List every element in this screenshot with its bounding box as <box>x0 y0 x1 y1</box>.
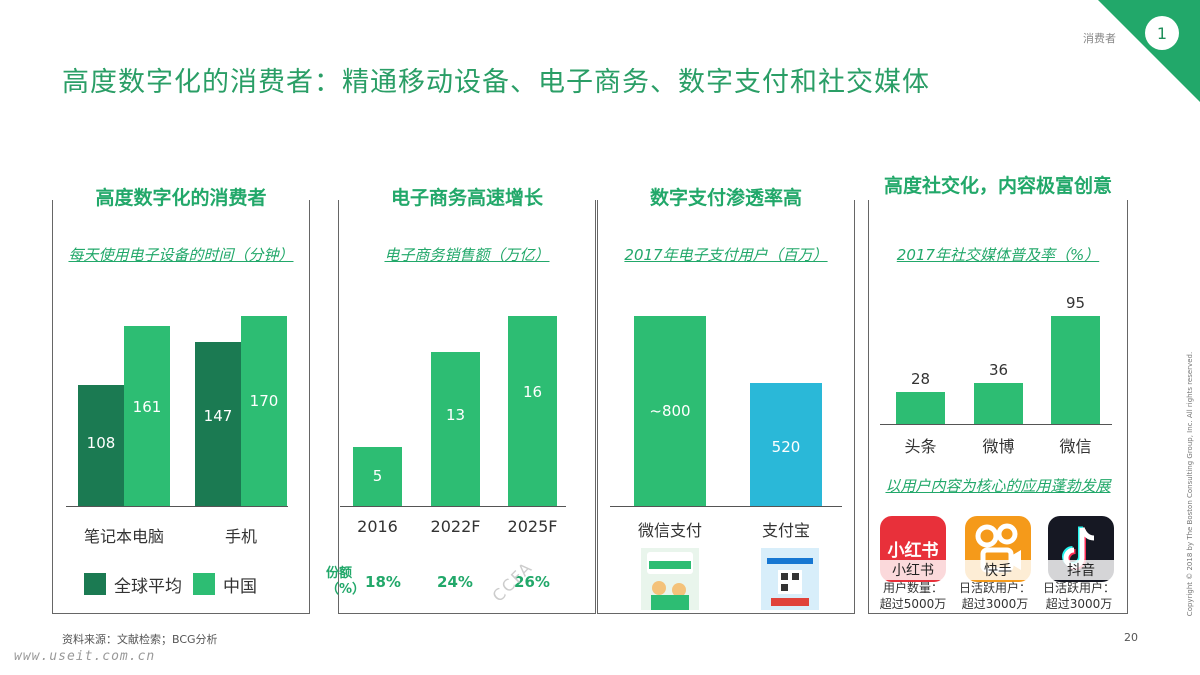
x-label-微信: 微信 <box>1059 437 1092 456</box>
douyin-meta: 日活跃用户： 超过3000万 <box>1038 580 1120 612</box>
x-label-微博: 微博 <box>982 437 1015 456</box>
site-watermark: www.useit.com.cn <box>14 649 156 664</box>
bar-全球平均-手机: 147 <box>195 341 241 506</box>
legend-label-china: 中国 <box>223 577 257 597</box>
alipay-promo-image <box>761 548 819 610</box>
value-label-微博: 36 <box>988 361 1009 380</box>
panel-subtitle: 2017年社交媒体普及率（%） <box>896 246 1100 264</box>
wechat-pay-promo-art <box>641 548 699 610</box>
legend-swatch-global <box>84 573 106 595</box>
bar-中国-手机: 170 <box>241 316 287 506</box>
panel-heading: 数字支付渗透率高 <box>597 186 855 210</box>
bar-中国-笔记本电脑: 161 <box>124 326 170 506</box>
xiaohongshu-caption: 小红书 <box>880 560 946 580</box>
panel-heading: 电子商务高速增长 <box>338 186 596 210</box>
panel-frame <box>597 200 855 614</box>
meta-label: 日活跃用户： <box>1042 581 1115 595</box>
legend-swatch-china <box>193 573 215 595</box>
page-number: 20 <box>1124 631 1138 644</box>
bar-全球平均-笔记本电脑-value: 108 <box>86 433 116 452</box>
x-label-头条: 头条 <box>904 437 937 456</box>
source-note: 资料来源：文献检索；BCG分析 <box>62 633 218 646</box>
x-axis <box>880 424 1112 425</box>
meta-label: 用户数量： <box>882 581 943 595</box>
bar-全球平均-手机-value: 147 <box>203 407 233 426</box>
kuaishou-meta: 日活跃用户： 超过3000万 <box>954 580 1036 612</box>
x-label-2022F: 2022F <box>430 517 481 536</box>
section-tag: 消费者 <box>1083 32 1116 45</box>
bar-微信支付: ~800 <box>634 316 706 506</box>
kuaishou-caption: 快手 <box>965 560 1031 580</box>
meta-value: 超过5000万 <box>879 597 947 611</box>
bar-全球平均-笔记本电脑: 108 <box>78 385 124 506</box>
panel-heading: 高度社交化，内容极富创意 <box>868 174 1128 198</box>
bar-微信 <box>1051 316 1100 424</box>
share-value-2016: 18% <box>365 573 401 591</box>
slide-number-badge: 1 <box>1145 16 1179 50</box>
panel-subtitle: 每天使用电子设备的时间（分钟） <box>68 246 294 264</box>
alipay-promo-art <box>761 548 819 610</box>
page-title: 高度数字化的消费者：精通移动设备、电子商务、数字支付和社交媒体 <box>62 67 930 98</box>
x-label-2016: 2016 <box>357 517 398 536</box>
copyright-note: Copyright © 2018 by The Boston Consultin… <box>1186 351 1194 617</box>
x-label-手机: 手机 <box>224 527 257 546</box>
panel-devices: 高度数字化的消费者 每天使用电子设备的时间（分钟） <box>52 187 310 614</box>
wechat-pay-promo-image <box>641 548 699 610</box>
bar-头条 <box>896 392 945 424</box>
bar-中国-笔记本电脑-value: 161 <box>132 398 162 417</box>
value-label-头条: 28 <box>910 370 931 389</box>
meta-value: 超过3000万 <box>961 597 1029 611</box>
panel-subtitle: 电子商务销售额（万亿） <box>384 246 550 264</box>
share-value-2025f: 26% <box>514 573 550 591</box>
xiaohongshu-meta: 用户数量： 超过5000万 <box>872 580 954 612</box>
bar-2022F: 13 <box>431 351 480 506</box>
legend-label-global: 全球平均 <box>114 577 182 597</box>
value-label-微信: 95 <box>1065 294 1086 312</box>
panel-frame <box>868 200 1128 614</box>
meta-label: 日活跃用户： <box>958 581 1031 595</box>
share-value-2022f: 24% <box>437 573 473 591</box>
share-label: 份额（%） <box>326 566 366 597</box>
bar-2016-value: 5 <box>372 467 383 486</box>
panel-frame <box>52 200 310 614</box>
panel-ecommerce: 电子商务高速增长 电子商务销售额（万亿） <box>338 187 596 614</box>
meta-value: 超过3000万 <box>1045 597 1113 611</box>
panel-heading: 高度数字化的消费者 <box>52 186 310 210</box>
x-label-支付宝: 支付宝 <box>761 521 810 540</box>
bar-2016: 5 <box>353 446 402 506</box>
apps-subtitle: 以用户内容为核心的应用蓬勃发展 <box>885 477 1111 495</box>
x-axis <box>610 506 842 507</box>
bar-中国-手机-value: 170 <box>249 392 279 410</box>
bar-2022F-value: 13 <box>445 405 466 424</box>
panel-social: 高度社交化，内容极富创意 2017年社交媒体普及率（%） 以用户内容为核心的应用… <box>868 175 1128 614</box>
xiaohongshu-logo-text: 小红书 <box>887 541 939 561</box>
bar-微博 <box>974 383 1023 424</box>
bar-2025F: 16 <box>508 316 557 506</box>
x-label-2025F: 2025F <box>507 517 558 536</box>
panel-subtitle: 2017年电子支付用户（百万） <box>624 246 828 264</box>
bar-2025F-value: 16 <box>522 382 543 401</box>
douyin-caption: 抖音 <box>1048 560 1114 580</box>
x-axis <box>66 506 288 507</box>
x-label-笔记本电脑: 笔记本电脑 <box>83 527 164 546</box>
x-label-微信支付: 微信支付 <box>637 521 702 540</box>
bar-支付宝-value: 520 <box>771 438 801 457</box>
panel-payment: 数字支付渗透率高 2017年电子支付用户（百万） <box>597 187 855 614</box>
corner-triangle <box>1098 0 1200 102</box>
bar-支付宝: 520 <box>750 382 822 506</box>
panel-frame <box>338 200 596 614</box>
bar-微信支付-value: ~800 <box>649 401 691 420</box>
x-axis <box>340 506 566 507</box>
